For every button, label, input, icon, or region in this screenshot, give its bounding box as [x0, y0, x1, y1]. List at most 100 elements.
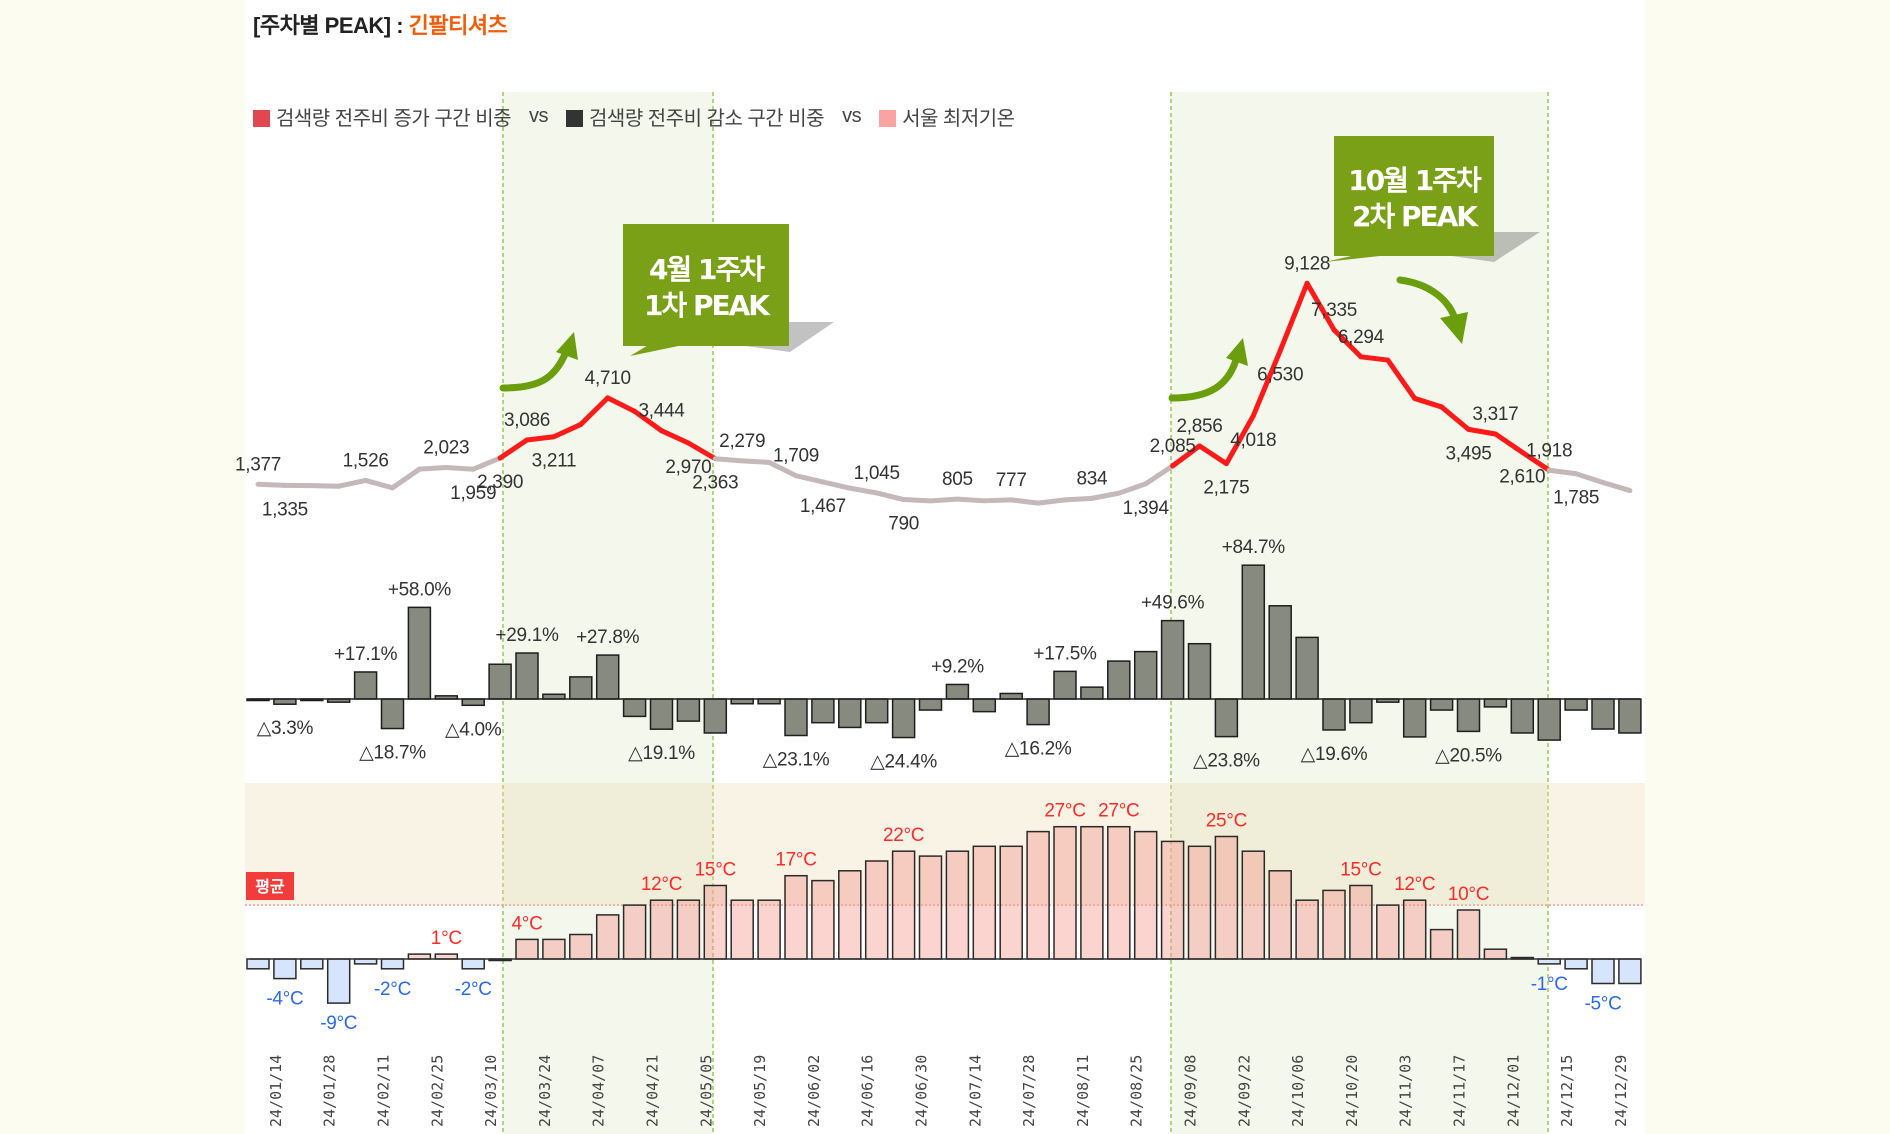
search-line-segment [363, 477, 395, 491]
search-volume-label: 3,086 [504, 410, 550, 431]
wow-bar [972, 698, 997, 713]
callout-line1: 4월 1주차 [649, 253, 765, 286]
search-line-segment [1600, 480, 1633, 494]
temperature-bar [1429, 928, 1454, 960]
search-volume-label: 7,335 [1311, 300, 1357, 321]
temperature-label: -2°C [374, 979, 411, 1000]
peak-line-segment [1304, 280, 1337, 333]
legend-swatch [253, 110, 270, 127]
wow-bar [407, 606, 432, 700]
callout-tail [630, 344, 688, 356]
search-volume-label: 1,709 [773, 446, 819, 467]
x-axis-date-label: 24/11/03 [1397, 1055, 1415, 1127]
title-prefix: [주차별 PEAK] : [253, 13, 409, 38]
peak-highlight-region [1171, 92, 1548, 1134]
wow-bar [676, 698, 701, 722]
search-volume-label: 2,390 [477, 472, 523, 493]
callout-line2: 1차 PEAK [644, 289, 771, 322]
wow-bar [945, 683, 970, 700]
peak-line-segment [1331, 327, 1364, 360]
search-volume-label: 1,959 [450, 483, 496, 504]
temperature-bar [811, 879, 835, 960]
temperature-bar [246, 958, 270, 970]
average-label: 평균 [255, 877, 285, 896]
x-axis-date-label: 24/12/29 [1612, 1055, 1630, 1127]
wow-bar [1214, 698, 1239, 738]
search-line-segment [309, 483, 342, 489]
peak-callout [1334, 136, 1494, 256]
wow-bar [811, 698, 835, 724]
search-line-segment [793, 473, 826, 485]
wow-bar [703, 698, 728, 734]
search-volume-label: 1,394 [1123, 498, 1170, 519]
temperature-bar [1295, 899, 1319, 960]
search-line-segment [901, 497, 933, 504]
search-line-segment [1143, 463, 1176, 487]
x-axis-date-label: 24/12/01 [1504, 1055, 1522, 1127]
temperature-bar [864, 860, 889, 960]
temperature-bar [1107, 825, 1131, 960]
search-line-segment [255, 481, 288, 488]
wow-label: △23.8% [1193, 751, 1260, 772]
temperature-bar [730, 899, 754, 960]
x-axis-date-label: 24/09/08 [1182, 1055, 1200, 1127]
search-line-segment [1546, 467, 1579, 477]
wow-label: +27.8% [576, 627, 640, 648]
search-volume-label: 2,085 [1150, 436, 1196, 457]
peak-line-segment [1197, 443, 1229, 467]
arrowhead-icon [556, 332, 578, 360]
legend-item-decrease: 검색량 전주비 감소 구간 비중 [566, 102, 825, 131]
temperature-label: 10°C [1448, 884, 1489, 905]
temperature-bar [1214, 835, 1239, 960]
x-axis-date-label: 24/03/24 [536, 1055, 554, 1127]
average-band [245, 783, 1645, 906]
wow-bar [864, 698, 889, 724]
arrowhead-icon [1226, 338, 1248, 366]
x-axis-date-label: 24/07/14 [966, 1055, 984, 1127]
temperature-bar [1160, 840, 1185, 960]
temperature-label: 1°C [431, 928, 462, 949]
temperature-bar [515, 938, 539, 960]
search-volume-label: 1,467 [800, 496, 846, 517]
x-axis-date-label: 24/01/14 [267, 1055, 285, 1127]
search-line-segment [928, 496, 960, 504]
search-volume-label: 9,128 [1284, 253, 1330, 274]
x-axis-date-label: 24/06/02 [805, 1055, 823, 1127]
temperature-label: 12°C [1394, 874, 1435, 895]
search-volume-label: 2,610 [1499, 466, 1545, 487]
search-line-segment [1116, 481, 1149, 496]
x-axis-date-label: 24/05/19 [751, 1055, 769, 1127]
temperature-bar [595, 914, 620, 960]
x-axis-date-label: 24/11/17 [1451, 1055, 1469, 1127]
temperature-bar [784, 874, 808, 960]
temperature-bar [1456, 909, 1481, 960]
wow-bar [1402, 698, 1427, 738]
wow-label: △23.1% [763, 749, 830, 770]
temperature-bar [999, 845, 1023, 960]
temperature-bar [1268, 870, 1292, 960]
temperature-bar [1053, 825, 1077, 960]
search-line-segment [1089, 490, 1122, 501]
arrowhead-icon [1440, 312, 1468, 344]
search-volume-label: 3,495 [1445, 443, 1491, 464]
peak-line-segment [1277, 280, 1310, 354]
x-axis-date-label: 24/03/10 [482, 1055, 500, 1127]
x-axis-date-label: 24/07/28 [1020, 1055, 1038, 1127]
search-line-segment [766, 459, 799, 479]
wow-bar [1295, 636, 1319, 700]
peak-line-segment [524, 434, 557, 443]
temperature-bar [891, 850, 916, 960]
search-volume-label: 2,023 [423, 438, 469, 459]
legend-label: 서울 최저기온 [902, 108, 1015, 130]
peak-line-segment [1519, 449, 1552, 473]
wow-label: +9.2% [931, 656, 984, 677]
legend-label: 검색량 전주비 증가 구간 비중 [276, 108, 512, 130]
wow-label: △3.3% [257, 718, 314, 739]
callout-line2: 2차 PEAK [1352, 200, 1479, 233]
wow-bar [461, 698, 485, 707]
peak-line-segment [659, 428, 691, 446]
wow-bar [918, 698, 943, 711]
wow-label: △16.2% [1005, 739, 1072, 760]
wow-bar [1483, 698, 1508, 708]
wow-bar [1349, 698, 1373, 724]
